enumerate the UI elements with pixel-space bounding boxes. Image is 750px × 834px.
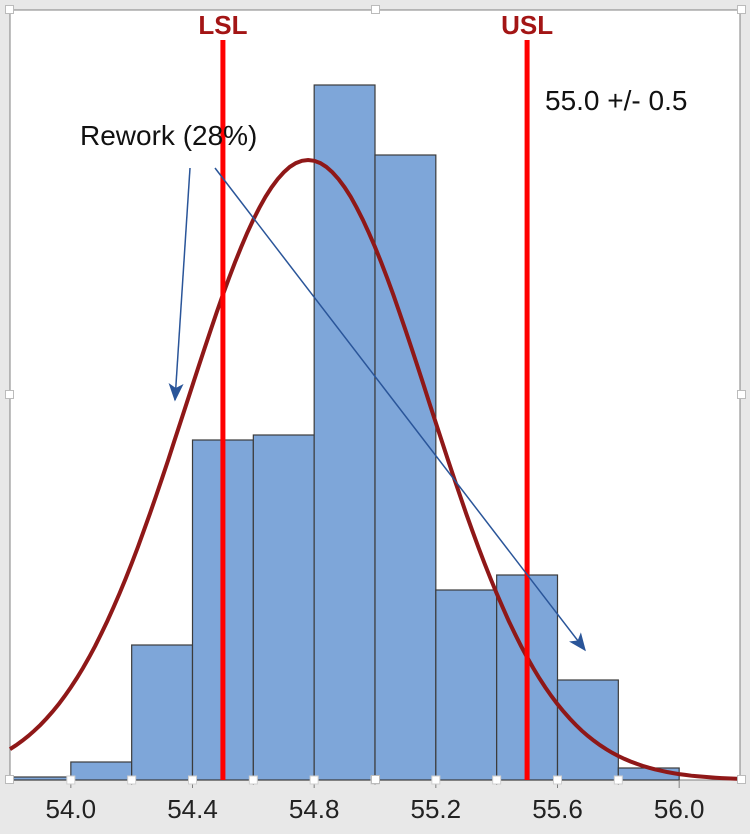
x-tick-label: 54.0 (46, 794, 97, 824)
usl-label: USL (501, 10, 553, 40)
selection-handle[interactable] (5, 775, 14, 784)
spec-annotation: 55.0 +/- 0.5 (545, 85, 687, 116)
histogram-bar (436, 590, 497, 780)
histogram-bar (132, 645, 193, 780)
selection-handle[interactable] (737, 390, 746, 399)
axis-handle-dot (554, 776, 562, 784)
selection-handle[interactable] (737, 775, 746, 784)
selection-handle[interactable] (737, 5, 746, 14)
x-tick-label: 55.6 (532, 794, 583, 824)
axis-handle-dot (67, 776, 75, 784)
selection-handle[interactable] (371, 5, 380, 14)
selection-handle[interactable] (5, 5, 14, 14)
x-tick-label: 55.2 (411, 794, 462, 824)
axis-handle-dot (432, 776, 440, 784)
x-tick-label: 56.0 (654, 794, 705, 824)
histogram-bar (558, 680, 619, 780)
selection-handle[interactable] (5, 390, 14, 399)
axis-handle-dot (614, 776, 622, 784)
rework-label: Rework (28%) (80, 120, 257, 151)
x-tick-label: 54.8 (289, 794, 340, 824)
axis-handle-dot (128, 776, 136, 784)
axis-handle-dot (189, 776, 197, 784)
chart-container: LSL USL 54.0 54.4 54.8 55.2 55.6 56.0 Rework (28… (0, 0, 750, 834)
histogram-chart: LSL USL 54.0 54.4 54.8 55.2 55.6 56.0 Rework (28… (0, 0, 750, 834)
lsl-label: LSL (198, 10, 247, 40)
selection-handle[interactable] (371, 775, 380, 784)
histogram-bar (375, 155, 436, 780)
axis-handle-dot (493, 776, 501, 784)
x-tick-label: 54.4 (167, 794, 218, 824)
histogram-bar (71, 762, 132, 780)
histogram-bar (253, 435, 314, 780)
axis-handle-dot (249, 776, 257, 784)
axis-handle-dot (310, 776, 318, 784)
histogram-bar (10, 777, 71, 780)
